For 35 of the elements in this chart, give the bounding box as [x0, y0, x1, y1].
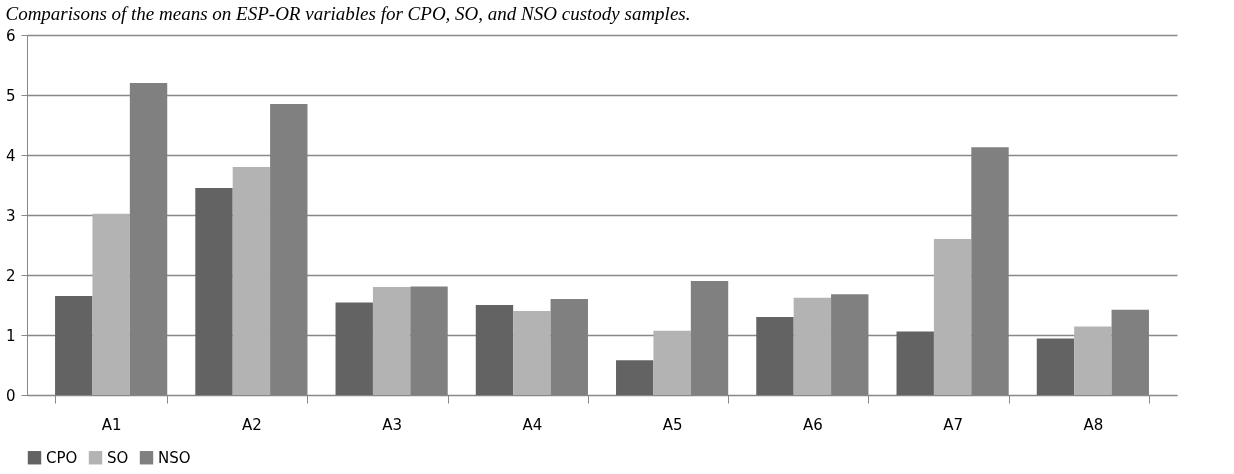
y-tick-label: 6 [5, 26, 16, 45]
x-tick-label: A3 [382, 415, 403, 434]
chart-title: Comparisons of the means on ESP-OR variables for CPO, SO, and NSO custody samples. [5, 3, 691, 24]
y-tick-label: 2 [5, 266, 16, 285]
bar [653, 330, 691, 395]
x-tick-label: A6 [802, 415, 823, 434]
y-tick-label: 1 [5, 326, 16, 345]
x-tick-label: A7 [943, 415, 964, 434]
x-tick-label: A2 [241, 415, 262, 434]
legend-label: SO [107, 448, 129, 467]
bar [616, 360, 654, 395]
bar [896, 331, 934, 395]
x-tick-label: A1 [101, 415, 122, 434]
x-tick-label: A8 [1083, 415, 1104, 434]
bar [1074, 326, 1112, 395]
bar [513, 311, 551, 395]
x-tick-label: A4 [522, 415, 543, 434]
bar [933, 239, 972, 395]
y-tick-label: 0 [5, 386, 16, 405]
bar [1036, 338, 1075, 395]
x-tick-label: A5 [662, 415, 683, 434]
bar [335, 302, 373, 395]
bar [55, 296, 93, 395]
bar [793, 297, 832, 395]
legend-label: CPO [46, 448, 78, 467]
y-tick-label: 4 [5, 146, 16, 165]
y-tick-label: 5 [5, 86, 16, 105]
bar [372, 287, 411, 395]
bar [475, 305, 514, 395]
legend-label: NSO [158, 448, 191, 467]
bar [195, 188, 233, 395]
y-tick-label: 3 [5, 206, 16, 225]
bar [92, 213, 130, 395]
bar [232, 167, 271, 395]
bar [756, 317, 794, 395]
